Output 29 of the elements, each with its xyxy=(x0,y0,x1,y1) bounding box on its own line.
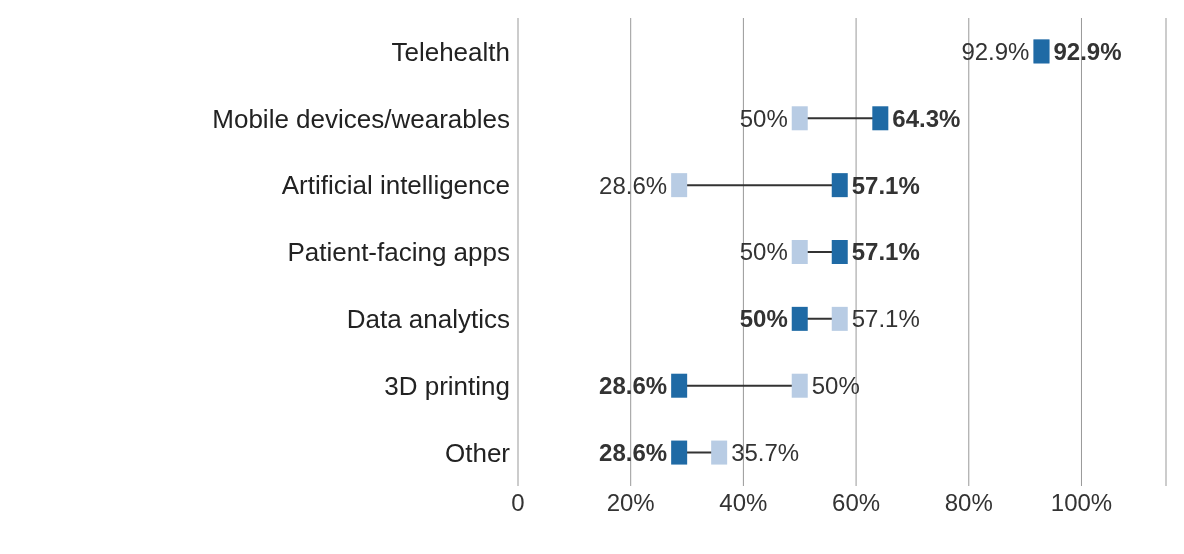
x-tick-label: 0 xyxy=(511,489,525,517)
y-tick-label: Mobile devices/wearables xyxy=(212,103,510,134)
point xyxy=(791,240,808,264)
data-label: 28.6% xyxy=(599,372,668,400)
data-label: 28.6% xyxy=(599,171,668,199)
data-label: 50% xyxy=(739,104,788,132)
x-tick-label: 60% xyxy=(832,489,881,517)
data-label: 50% xyxy=(739,305,788,333)
data-label: 50% xyxy=(739,238,788,266)
data-label: 92.9% xyxy=(961,37,1030,65)
data-label: 57.1% xyxy=(851,171,920,199)
y-tick-label: Telehealth xyxy=(391,36,510,67)
y-tick-label: 3D printing xyxy=(384,370,510,401)
data-label: 92.9% xyxy=(1053,37,1122,65)
x-tick-label: 20% xyxy=(606,489,655,517)
y-tick-label: Artificial intelligence xyxy=(281,170,510,201)
point xyxy=(831,240,848,264)
data-label: 35.7% xyxy=(731,438,800,466)
y-tick-label: Patient-facing apps xyxy=(287,237,510,268)
x-tick-label: 80% xyxy=(944,489,993,517)
x-tick-label: 40% xyxy=(719,489,768,517)
data-label: 57.1% xyxy=(851,238,920,266)
data-label: 64.3% xyxy=(892,104,961,132)
y-tick-label: Data analytics xyxy=(346,304,510,335)
data-label: 28.6% xyxy=(599,438,668,466)
x-tick-label: 100% xyxy=(1050,489,1113,517)
y-tick-label: Other xyxy=(444,437,511,468)
data-label: 57.1% xyxy=(851,305,920,333)
data-label: 50% xyxy=(811,372,860,400)
